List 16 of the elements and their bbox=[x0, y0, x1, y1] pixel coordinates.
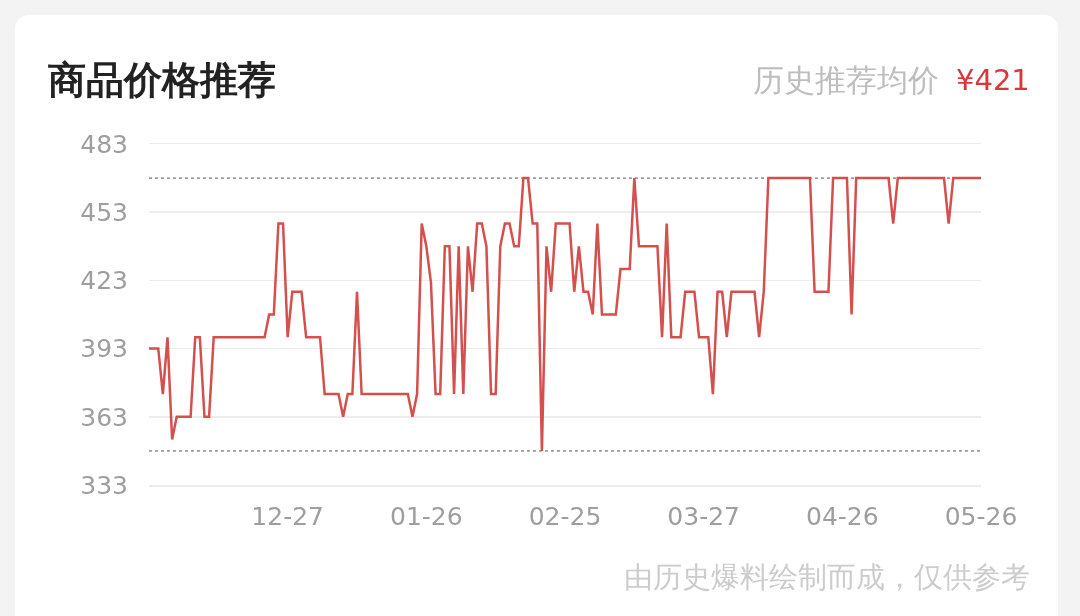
x-tick-label: 04-26 bbox=[806, 501, 879, 531]
text: ¥421 bbox=[956, 63, 1030, 97]
x-tick-label: 03-27 bbox=[667, 501, 740, 531]
chart-title: 商品价格推荐 bbox=[48, 58, 276, 103]
y-tick-label: 393 bbox=[80, 334, 128, 364]
x-tick-label: 01-26 bbox=[390, 501, 463, 531]
x-tick-label: 12-27 bbox=[251, 501, 324, 531]
y-tick-label: 333 bbox=[80, 470, 128, 500]
x-tick-label: 05-26 bbox=[944, 501, 1018, 531]
line-series bbox=[149, 176, 981, 453]
text: 历史推荐均价 bbox=[753, 62, 939, 98]
y-tick-label: 483 bbox=[80, 129, 128, 159]
y-tick-label: 453 bbox=[80, 197, 128, 227]
y-tick-label: 363 bbox=[80, 402, 128, 432]
x-tick-label: 02-25 bbox=[528, 501, 602, 531]
y-tick-label: 423 bbox=[80, 266, 128, 296]
